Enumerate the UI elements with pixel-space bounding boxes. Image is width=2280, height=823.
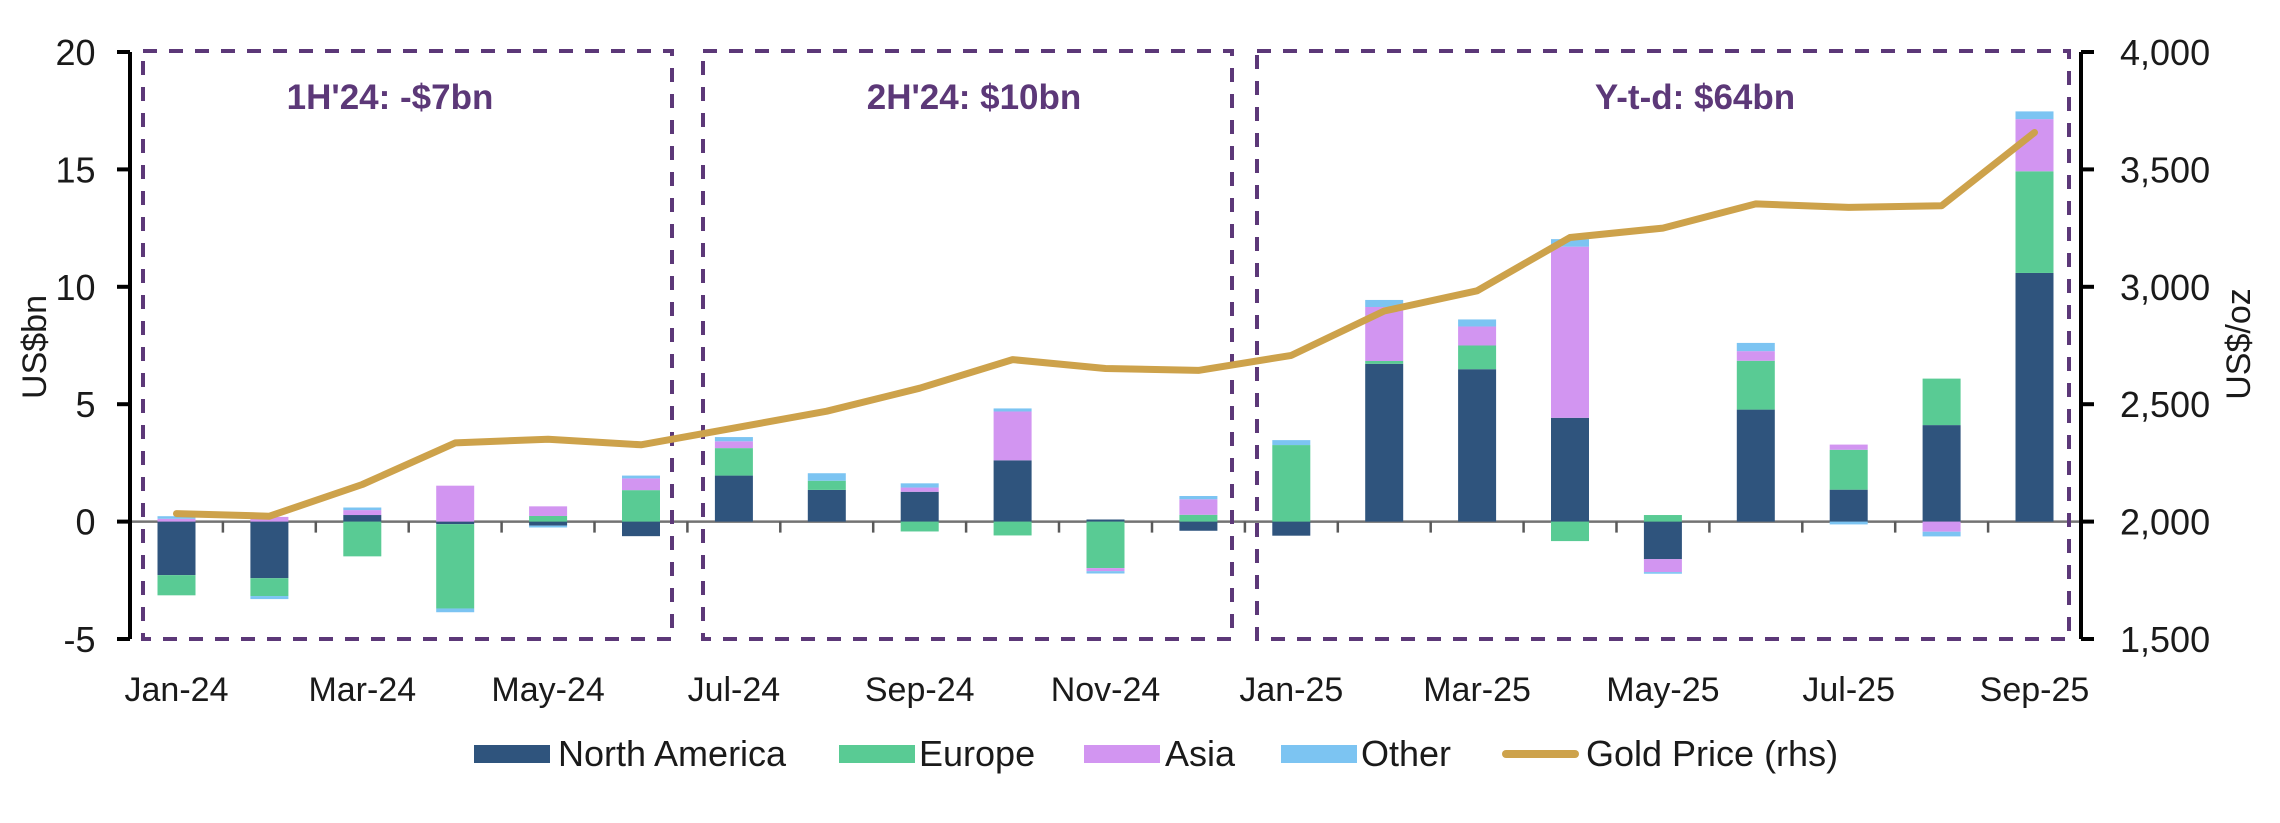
svg-text:4,000: 4,000 <box>2120 32 2210 73</box>
svg-text:0: 0 <box>75 502 95 543</box>
svg-text:1H'24: -$7bn: 1H'24: -$7bn <box>287 78 494 117</box>
svg-text:Jan-24: Jan-24 <box>125 671 229 709</box>
svg-text:3,500: 3,500 <box>2120 149 2210 190</box>
svg-text:-5: -5 <box>63 619 95 660</box>
svg-text:5: 5 <box>75 384 95 425</box>
svg-text:15: 15 <box>55 149 95 190</box>
svg-text:2,500: 2,500 <box>2120 384 2210 425</box>
svg-text:North America: North America <box>558 733 787 774</box>
svg-text:Jan-25: Jan-25 <box>1239 671 1343 709</box>
svg-text:Europe: Europe <box>919 733 1035 774</box>
svg-text:3,000: 3,000 <box>2120 267 2210 308</box>
svg-text:Asia: Asia <box>1165 733 1236 774</box>
svg-text:May-25: May-25 <box>1606 671 1719 709</box>
svg-text:2,000: 2,000 <box>2120 502 2210 543</box>
svg-text:Mar-24: Mar-24 <box>308 671 416 709</box>
svg-text:Gold Price (rhs): Gold Price (rhs) <box>1586 733 1838 774</box>
svg-text:US$/oz: US$/oz <box>2220 288 2258 400</box>
svg-text:Y-t-d: $64bn: Y-t-d: $64bn <box>1595 78 1795 117</box>
svg-text:Other: Other <box>1361 733 1451 774</box>
svg-text:May-24: May-24 <box>491 671 604 709</box>
svg-text:20: 20 <box>55 32 95 73</box>
svg-text:10: 10 <box>55 267 95 308</box>
svg-text:Jul-25: Jul-25 <box>1802 671 1895 709</box>
svg-text:Sep-25: Sep-25 <box>1980 671 2090 709</box>
svg-text:US$bn: US$bn <box>16 295 54 399</box>
svg-text:2H'24: $10bn: 2H'24: $10bn <box>867 78 1082 117</box>
svg-text:Nov-24: Nov-24 <box>1051 671 1161 709</box>
svg-text:Jul-24: Jul-24 <box>688 671 781 709</box>
svg-text:Mar-25: Mar-25 <box>1423 671 1531 709</box>
svg-text:1,500: 1,500 <box>2120 619 2210 660</box>
svg-text:Sep-24: Sep-24 <box>865 671 975 709</box>
